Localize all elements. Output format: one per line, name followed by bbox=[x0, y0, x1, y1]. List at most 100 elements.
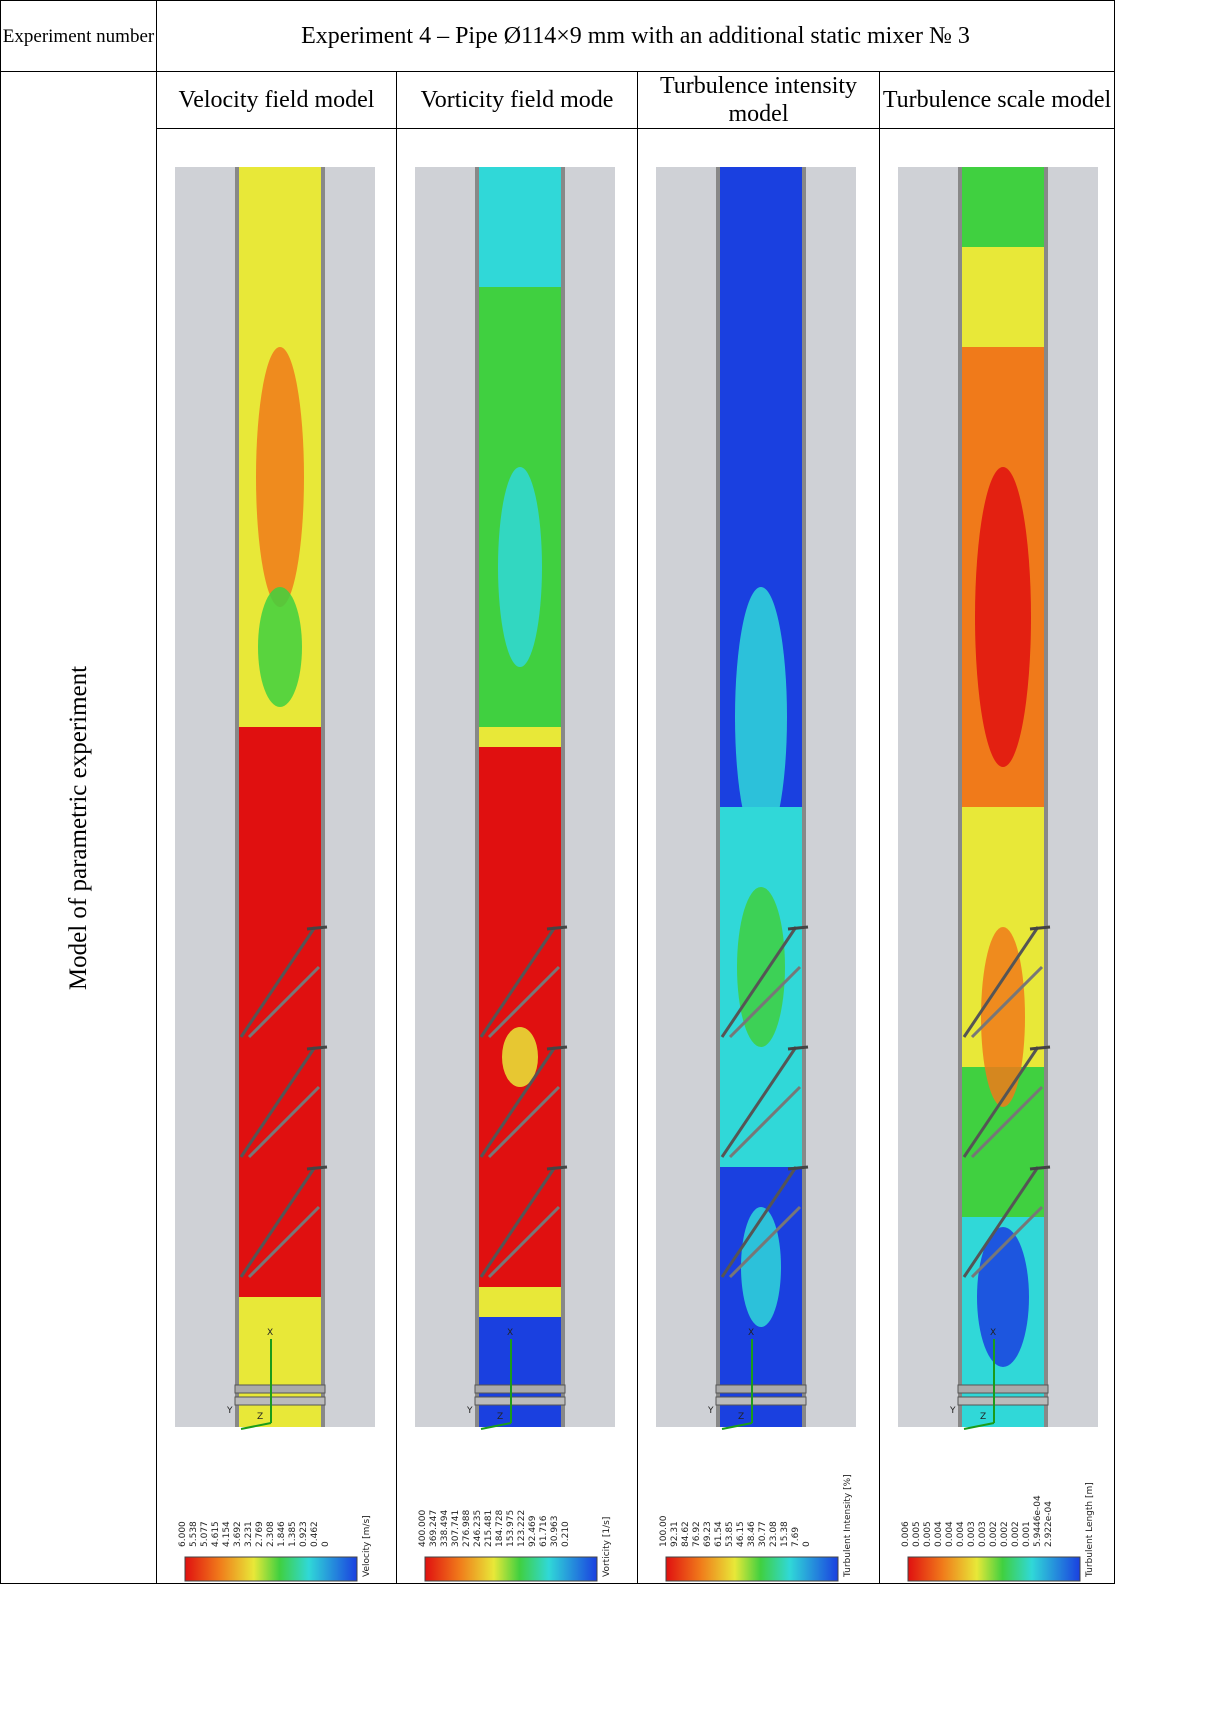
flow-region bbox=[239, 727, 321, 1297]
scale-value: 0.005 bbox=[923, 1521, 933, 1547]
scale-value: 5.9446e-04 bbox=[1033, 1495, 1043, 1547]
turbulence-intensity-image: X Y Z 100.00 92.31 84.62 76.92 69.23 61.54 53.85 4… bbox=[637, 128, 880, 1584]
scale-value: 2.308 bbox=[266, 1521, 276, 1547]
scale-value: 61.716 bbox=[539, 1515, 549, 1547]
velocity-field-image: X Y Z 6.000 5.538 5.077 4.615 4.154 3.692 3.231 2.… bbox=[156, 128, 397, 1584]
scale-value: 92.31 bbox=[670, 1521, 680, 1547]
flow-region bbox=[962, 247, 1044, 347]
flow-region bbox=[479, 727, 561, 747]
scale-value: 0.923 bbox=[299, 1521, 309, 1547]
scale-value: 53.85 bbox=[725, 1521, 735, 1547]
experiment-title: Experiment 4 – Pipe Ø114×9 mm with an ad… bbox=[155, 0, 1116, 72]
scale-value: 5.538 bbox=[189, 1521, 199, 1547]
scale-title: Velocity [m/s] bbox=[362, 1515, 372, 1577]
pipe-wall bbox=[802, 167, 806, 1427]
coordinate-axes-icon: X Y Z bbox=[949, 1328, 996, 1430]
coordinate-axes-icon: X Y Z bbox=[707, 1328, 754, 1430]
scale-value: 46.15 bbox=[736, 1521, 746, 1547]
scale-value: 61.54 bbox=[714, 1521, 724, 1547]
scale-value: 100.00 bbox=[659, 1515, 669, 1547]
scale-value: 38.46 bbox=[747, 1521, 757, 1547]
mixer-blades-icon bbox=[720, 925, 809, 1279]
scale-value: 215.481 bbox=[484, 1510, 494, 1547]
svg-text:Y: Y bbox=[707, 1406, 714, 1416]
scale-value: 338.494 bbox=[440, 1510, 450, 1547]
scale-value: 0.002 bbox=[1011, 1521, 1021, 1547]
scale-value: 123.222 bbox=[517, 1510, 527, 1547]
scale-value: 3.692 bbox=[233, 1521, 243, 1547]
flow-region bbox=[479, 1317, 561, 1427]
scale-value: 5.077 bbox=[200, 1521, 210, 1547]
column-header-vorticity: Vorticity field mode bbox=[396, 71, 638, 129]
turbulence-scale-image: X Y Z 0.006 0.005 0.005 0.004 0.004 0.004 0.003 0.… bbox=[878, 128, 1116, 1584]
scale-value: 7.69 bbox=[791, 1527, 801, 1547]
flow-region bbox=[256, 347, 304, 607]
svg-text:Z: Z bbox=[738, 1412, 744, 1422]
pipe-flange bbox=[474, 1384, 566, 1394]
side-label-cell: Model of parametric experiment bbox=[0, 71, 157, 1584]
scale-value: 400.000 bbox=[418, 1510, 428, 1547]
color-scale-bar bbox=[184, 1556, 358, 1582]
experiment-number-header: Experiment number bbox=[0, 0, 157, 72]
vorticity-field-image: X Y Z 400.000 369.247 338.494 307.741 276.988 24… bbox=[396, 128, 638, 1584]
scale-value: 0.003 bbox=[978, 1521, 988, 1547]
column-header-turbulence-intensity: Turbulence intensity model bbox=[637, 71, 880, 129]
column-header-turbulence-scale: Turbulence scale model bbox=[878, 71, 1116, 129]
scale-value: 15.38 bbox=[780, 1521, 790, 1547]
pipe-wall bbox=[475, 167, 479, 1427]
flow-region bbox=[498, 467, 542, 667]
column-header-velocity: Velocity field model bbox=[156, 71, 397, 129]
scale-value: 0.002 bbox=[989, 1521, 999, 1547]
svg-text:X: X bbox=[267, 1328, 273, 1338]
scale-value: 3.231 bbox=[244, 1521, 254, 1547]
flow-region bbox=[977, 1227, 1029, 1367]
svg-text:Y: Y bbox=[949, 1406, 956, 1416]
mixer-blades-icon bbox=[962, 925, 1051, 1279]
scale-value: 0.462 bbox=[310, 1521, 320, 1547]
svg-text:Z: Z bbox=[980, 1412, 986, 1422]
scale-value: 69.23 bbox=[703, 1521, 713, 1547]
scale-value: 153.975 bbox=[506, 1510, 516, 1547]
scale-value: 0.004 bbox=[956, 1521, 966, 1547]
scale-value: 4.154 bbox=[222, 1521, 232, 1547]
pipe-flange bbox=[474, 1396, 566, 1406]
scale-value: 0.006 bbox=[901, 1521, 911, 1547]
scale-value: 4.615 bbox=[211, 1521, 221, 1547]
flow-region bbox=[479, 167, 561, 287]
pipe-wall bbox=[958, 167, 962, 1427]
pipe-wall bbox=[235, 167, 239, 1427]
svg-text:Z: Z bbox=[257, 1412, 263, 1422]
flow-region bbox=[239, 1297, 321, 1377]
pipe-wall bbox=[321, 167, 325, 1427]
flow-region bbox=[502, 1027, 538, 1087]
scale-value: 369.247 bbox=[429, 1510, 439, 1547]
flow-region bbox=[239, 167, 321, 187]
flow-region bbox=[239, 187, 321, 347]
scale-value: 30.963 bbox=[550, 1516, 560, 1548]
flow-region bbox=[741, 1207, 781, 1327]
scale-value: 2.922e-04 bbox=[1044, 1501, 1054, 1547]
scale-title: Turbulent Intensity [%] bbox=[843, 1474, 853, 1578]
scale-value: 6.000 bbox=[178, 1521, 188, 1547]
pipe-flange bbox=[957, 1396, 1049, 1406]
flow-region bbox=[479, 1287, 561, 1317]
mixer-blades-icon bbox=[479, 925, 568, 1279]
side-label: Model of parametric experiment bbox=[64, 665, 92, 990]
scale-value: 0 bbox=[321, 1541, 331, 1547]
scale-value: 0.003 bbox=[967, 1521, 977, 1547]
flow-region bbox=[258, 587, 302, 707]
pipe-flange bbox=[715, 1396, 807, 1406]
coordinate-axes-icon: X Y Z bbox=[226, 1328, 273, 1430]
scale-value: 276.988 bbox=[462, 1510, 472, 1547]
scale-value: 307.741 bbox=[451, 1510, 461, 1547]
flow-region bbox=[975, 467, 1031, 767]
experiment-table: Experiment number Experiment 4 – Pipe Ø1… bbox=[0, 0, 1116, 1584]
scale-value: 1.846 bbox=[277, 1521, 287, 1547]
scale-value: 84.62 bbox=[681, 1521, 691, 1547]
scale-value: 23.08 bbox=[769, 1521, 779, 1547]
flow-region bbox=[962, 167, 1044, 247]
coordinate-axes-icon: X Y Z bbox=[466, 1328, 513, 1430]
pipe-wall bbox=[716, 167, 720, 1427]
scale-value: 76.92 bbox=[692, 1521, 702, 1547]
scale-value: 0.002 bbox=[1000, 1521, 1010, 1547]
